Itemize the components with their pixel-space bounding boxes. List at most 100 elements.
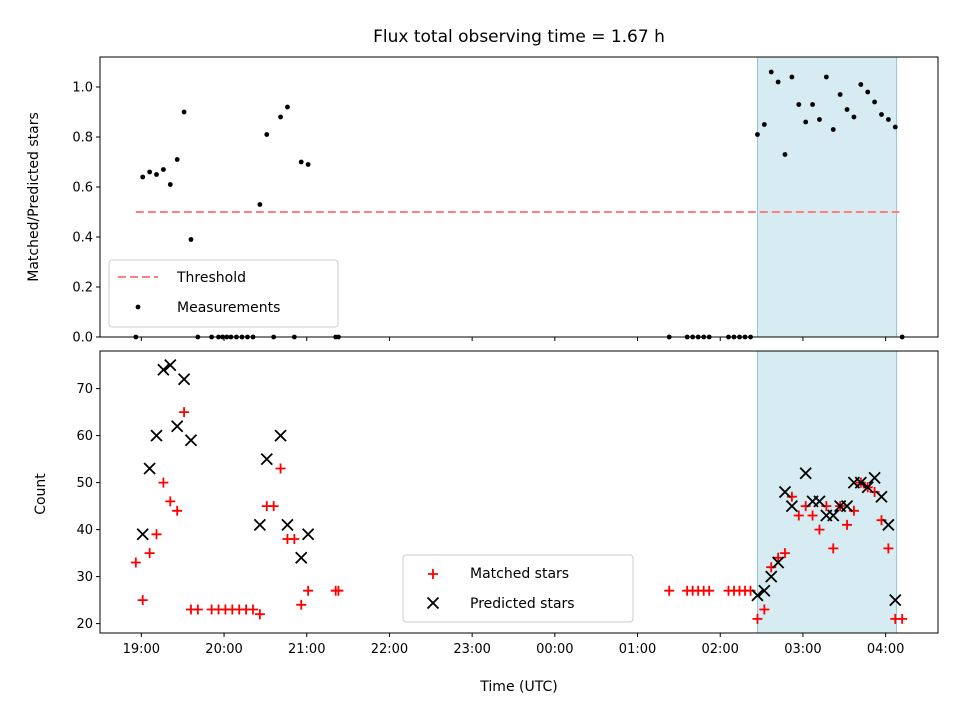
measurement-point: [761, 122, 767, 127]
matched-star-point: [296, 599, 307, 610]
bottom-x-tick-label: 19:00: [123, 642, 160, 657]
bottom-y-tick-label: 20: [76, 617, 93, 632]
matched-star-point: [773, 552, 784, 563]
bottom-x-tick-label: 03:00: [784, 642, 821, 657]
measurement-point: [161, 167, 166, 172]
predicted-star-point: [854, 476, 867, 489]
matched-star-point: [172, 505, 183, 516]
predicted-star-point: [295, 551, 308, 564]
measurement-point: [796, 102, 802, 107]
matched-star-point: [144, 548, 155, 559]
measurement-point: [278, 114, 283, 120]
predicted-star-point: [840, 499, 854, 513]
matched-star-point: [254, 609, 265, 620]
measurement-point: [782, 152, 788, 157]
bottom-x-tick-label: 00:00: [536, 642, 573, 657]
matched-star-point: [303, 585, 314, 596]
bottom-y-tick-label: 40: [76, 523, 93, 538]
matched-star-point: [897, 613, 908, 624]
measurement-point: [147, 169, 153, 175]
measurement-point: [851, 114, 857, 120]
matched-star-point: [151, 529, 162, 540]
predicted-star-point: [150, 429, 163, 442]
top-observing-window: [757, 56, 898, 338]
measurement-point: [755, 132, 760, 137]
legend-matched-label: Matched stars: [470, 566, 569, 582]
top-legend: Threshold Measurements: [108, 259, 339, 328]
top-y-tick-label: 0.4: [72, 231, 93, 246]
top-panel: 0.0 0.2 0.4 0.6 0.8 1.0 Threshold Measurements: [72, 56, 939, 346]
matched-star-point: [664, 585, 675, 596]
predicted-star-point: [875, 490, 888, 503]
matched-star-point: [247, 604, 258, 615]
matched-star-point: [842, 519, 853, 530]
top-y-axis-label: Matched/Predicted stars: [26, 112, 42, 282]
measurement-point: [830, 127, 836, 132]
chart-title: Flux total observing time = 1.67 h: [373, 27, 665, 47]
bottom-x-tick-label: 21:00: [288, 642, 325, 657]
bottom-axes-frame: [99, 350, 939, 634]
matched-star-point: [192, 604, 203, 615]
measurement-point: [892, 124, 898, 130]
predicted-star-point: [765, 570, 778, 583]
measurement-point: [285, 104, 290, 110]
measurement-point: [264, 132, 270, 137]
measurement-point: [879, 112, 884, 117]
bottom-y-tick-label: 30: [76, 570, 93, 585]
measurement-point: [837, 92, 843, 97]
matched-star-point: [814, 524, 825, 535]
predicted-star-point: [136, 528, 149, 541]
matched-star-point: [275, 463, 286, 474]
matched-star-point: [793, 510, 804, 521]
predicted-star-point: [868, 471, 881, 485]
matched-star-point: [268, 501, 279, 512]
bottom-x-tick-label: 22:00: [371, 642, 408, 657]
bottom-y-tick-label: 50: [76, 476, 93, 491]
measurement-point: [865, 89, 871, 95]
measurement-point: [257, 202, 263, 207]
predicted-star-point: [758, 584, 771, 597]
legend-threshold-label: Threshold: [176, 270, 246, 286]
matched-star-point: [289, 534, 300, 544]
top-y-tick-label: 1.0: [72, 81, 93, 96]
top-legend-box: [108, 259, 339, 328]
predicted-star-point: [889, 593, 902, 607]
measurement-point: [858, 82, 864, 87]
predicted-star-point: [143, 462, 156, 475]
bottom-panel: 20 30 40 50 60 70 19:00 20:00 21:00 22:00 23:00 00:…: [76, 350, 939, 657]
predicted-star-point: [171, 420, 184, 433]
bottom-legend-box: [402, 554, 634, 623]
bottom-y-tick-label: 60: [76, 429, 93, 444]
measurement-point: [810, 102, 815, 107]
measurement-point: [803, 119, 809, 125]
predicted-star-point: [799, 467, 812, 480]
predicted-star-point: [827, 509, 840, 522]
measurement-point: [298, 159, 304, 165]
matched-star-point: [780, 548, 791, 559]
legend-predicted-swatch: [426, 596, 440, 610]
top-y-tick-label: 0.0: [72, 331, 93, 346]
bottom-x-tick-label: 01:00: [619, 642, 656, 657]
measurement-point: [789, 74, 795, 80]
x-axis-label: Time (UTC): [479, 679, 557, 695]
legend-predicted-label: Predicted stars: [470, 596, 575, 612]
predicted-star-point: [157, 363, 170, 376]
measurement-point: [844, 107, 850, 112]
measurement-point: [174, 157, 180, 162]
bottom-x-tick-label: 02:00: [701, 642, 738, 657]
bottom-x-tick-label: 04:00: [867, 642, 904, 657]
matched-star-point: [828, 543, 839, 554]
bottom-x-tick-label: 20:00: [205, 642, 242, 657]
matched-star-point: [130, 557, 141, 568]
legend-measurements-label: Measurements: [177, 300, 280, 316]
predicted-star-point: [751, 589, 764, 602]
top-y-tick-label: 0.6: [72, 181, 93, 196]
top-axes-frame: [99, 56, 939, 338]
predicted-star-point: [281, 518, 294, 532]
predicted-star-point: [274, 429, 287, 442]
predicted-star-point: [184, 434, 198, 447]
bottom-y-tick-label: 70: [76, 382, 93, 397]
measurement-point: [817, 117, 822, 122]
measurement-point: [823, 74, 829, 80]
